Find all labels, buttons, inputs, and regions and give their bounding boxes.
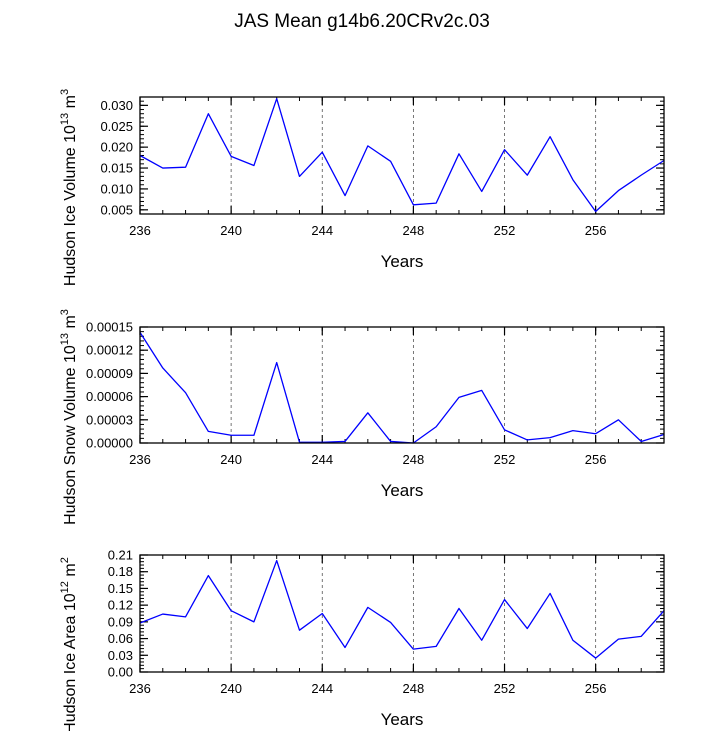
chart-panel-3: 236 240 244 248 252 256 0.00 0.03 0.06 0.090.12 0.… — [59, 548, 665, 731]
series-line — [139, 332, 665, 444]
y-tick-label: 0.00000 — [86, 436, 133, 451]
x-axis-title: Years — [381, 252, 424, 271]
x-tick-label: 256 — [585, 223, 607, 238]
x-tick-label: 240 — [220, 681, 242, 696]
x-tick-label: 248 — [403, 223, 425, 238]
y-tick-label: 0.03 — [108, 648, 133, 663]
plot-frame — [139, 554, 665, 673]
series-line — [139, 98, 665, 213]
y-axis-title: Hudson Snow Volume 1013 m3 — [59, 309, 79, 525]
x-tick-label: 244 — [311, 223, 333, 238]
y-axis-title: Hudson Ice Area 1012 m2 — [59, 557, 79, 731]
x-tick-label: 236 — [129, 223, 151, 238]
y-tick-label: 0.005 — [100, 202, 133, 217]
y-tick-label: 0.18 — [108, 564, 133, 579]
x-tick-label: 236 — [129, 452, 151, 467]
x-tick-label: 248 — [403, 681, 425, 696]
x-tick-label: 240 — [220, 452, 242, 467]
x-tick-label: 256 — [585, 452, 607, 467]
x-tick-label: 252 — [494, 452, 516, 467]
y-tick-label: 0.00006 — [86, 389, 133, 404]
x-tick-label: 256 — [585, 681, 607, 696]
y-tick-label: 0.020 — [100, 140, 133, 155]
plot-frame — [139, 326, 665, 444]
y-tick-label: 0.00003 — [86, 412, 133, 427]
y-tick-label: 0.015 — [100, 161, 133, 176]
x-tick-label: 244 — [311, 452, 333, 467]
y-tick-label: 0.00009 — [86, 366, 133, 381]
y-tick-label: 0.06 — [108, 631, 133, 646]
x-axis-title: Years — [381, 481, 424, 500]
x-tick-label: 252 — [494, 681, 516, 696]
x-tick-label: 240 — [220, 223, 242, 238]
y-tick-label: 0.09 — [108, 614, 133, 629]
y-tick-label: 0.21 — [108, 548, 133, 563]
y-tick-label: 0.025 — [100, 119, 133, 134]
y-tick-label: 0.00 — [108, 665, 133, 680]
x-tick-label: 236 — [129, 681, 151, 696]
series-line — [139, 559, 665, 659]
x-axis-title: Years — [381, 710, 424, 729]
y-tick-label: 0.010 — [100, 181, 133, 196]
y-tick-label: 0.15 — [108, 581, 133, 596]
figure-title: JAS Mean g14b6.20CRv2c.03 — [234, 11, 490, 32]
y-axis-title: Hudson Ice Volume 1013 m3 — [59, 89, 79, 286]
plot-frame — [139, 96, 665, 215]
x-tick-label: 252 — [494, 223, 516, 238]
y-tick-label: 0.12 — [108, 598, 133, 613]
chart-panel-2: 236 240 244 248 252 256 0.00000 0.00003 0.00006 0… — [59, 309, 665, 525]
y-tick-label: 0.00015 — [86, 320, 133, 335]
x-tick-label: 244 — [311, 681, 333, 696]
x-tick-label: 248 — [403, 452, 425, 467]
chart-panel-1: 236 240 244 248 252 256 0.005 0.010 0.015 0.020 0.… — [59, 89, 665, 286]
y-tick-label: 0.030 — [100, 98, 133, 113]
y-tick-label: 0.00012 — [86, 343, 133, 358]
